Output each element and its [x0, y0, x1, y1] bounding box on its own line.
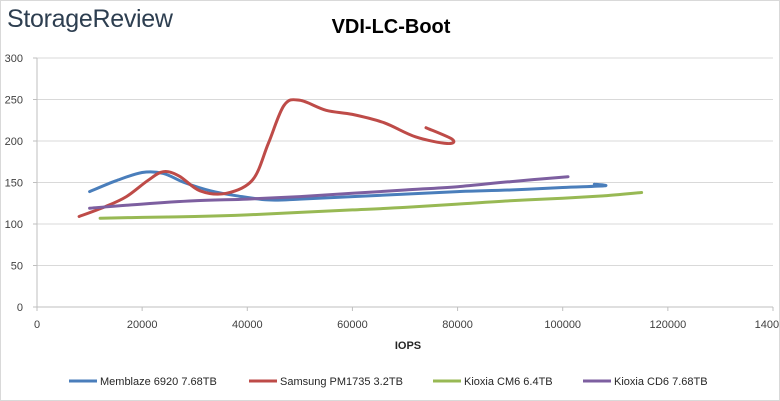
legend-label: Kioxia CD6 7.68TB [614, 376, 708, 388]
x-tick-label-60000: 60000 [337, 319, 368, 331]
series-line-samsung-pm1735-3-2tb [77, 98, 456, 218]
y-tick-label-0: 0 [17, 302, 23, 314]
legend-item-kioxia-cm6-6-4tb: Kioxia CM6 6.4TB [433, 376, 553, 388]
series-line-kioxia-cm6-6-4tb [98, 191, 644, 220]
series-line-kioxia-cd6-7-68tb [88, 175, 570, 210]
legend-item-memblaze-6920-7-68tb: Memblaze 6920 7.68TB [69, 376, 217, 388]
x-tick-label-20000: 20000 [127, 319, 158, 331]
y-axis-tick-labels: 0 50 100 150 200 250 300 [5, 53, 23, 314]
x-tick-label-100000: 100000 [544, 319, 581, 331]
x-tick-label-0: 0 [34, 319, 40, 331]
y-tick-label-250: 250 [5, 95, 23, 107]
legend-label: Memblaze 6920 7.68TB [100, 376, 217, 388]
y-tick-label-50: 50 [11, 261, 23, 273]
x-tick-label-120000: 120000 [649, 319, 686, 331]
legend: Memblaze 6920 7.68TB Samsung PM1735 3.2TB… [69, 376, 708, 388]
grid [37, 57, 773, 266]
series-lines [77, 98, 644, 220]
legend-item-samsung-pm1735-3-2tb: Samsung PM1735 3.2TB [249, 376, 403, 388]
y-tick-label-100: 100 [5, 219, 23, 231]
x-tick-label-80000: 80000 [442, 319, 473, 331]
y-tick-label-150: 150 [5, 178, 23, 190]
legend-label: Kioxia CM6 6.4TB [464, 376, 553, 388]
x-tick-label-140000: 140000 [755, 319, 779, 331]
x-axis-tick-labels: 0 20000 40000 60000 80000 100000 120000 140000 [34, 319, 779, 331]
series-line-memblaze-6920-7-68tb [88, 170, 608, 202]
y-tick-label-200: 200 [5, 136, 23, 148]
legend-item-kioxia-cd6-7-68tb: Kioxia CD6 7.68TB [583, 376, 708, 388]
x-axis-title: IOPS [395, 340, 421, 352]
y-tick-label-300: 300 [5, 53, 23, 65]
x-tick-label-40000: 40000 [232, 319, 263, 331]
chart-title: VDI-LC-Boot [332, 16, 451, 38]
axes [33, 57, 774, 311]
legend-label: Samsung PM1735 3.2TB [280, 376, 403, 388]
storagereview-logo: StorageReview [7, 5, 173, 33]
